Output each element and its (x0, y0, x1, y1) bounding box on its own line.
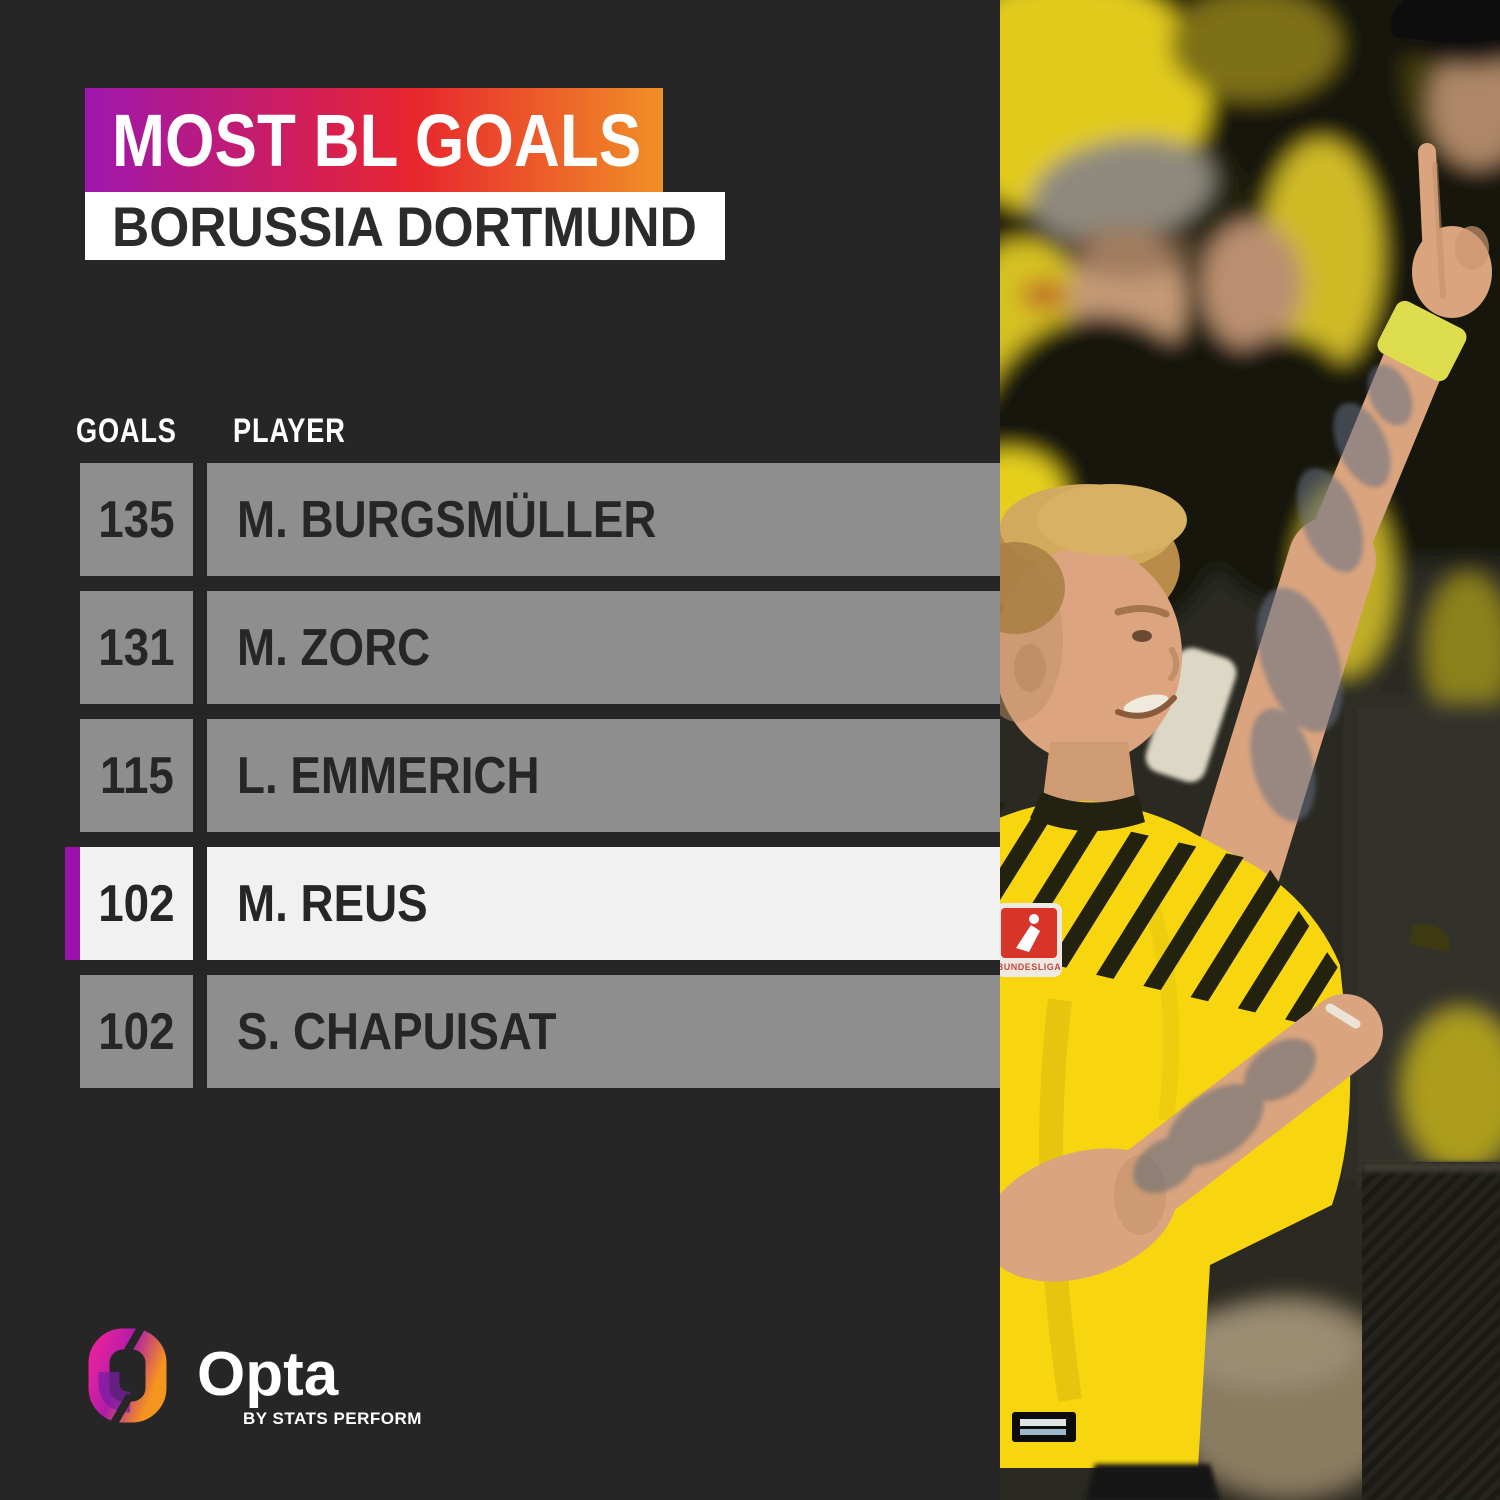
player-name: S. CHAPUISAT (237, 1002, 557, 1061)
player-name: M. BURGSMÜLLER (237, 490, 657, 549)
brand-byline: BY STATS PERFORM (243, 1409, 422, 1428)
team-name: BORUSSIA DORTMUND (112, 194, 697, 258)
pointing-hand (1412, 143, 1492, 318)
goals-value: 102 (98, 874, 175, 933)
raised-arm (1186, 143, 1492, 934)
player-cell: M. REUS (207, 847, 1000, 960)
goals-table: 135 M. BURGSMÜLLER 131 M. ZORC 1 (65, 463, 1000, 1103)
jersey-collar (1030, 792, 1145, 832)
puma-logo (1410, 924, 1451, 952)
player-cell: M. BURGSMÜLLER (207, 463, 1000, 576)
opta-branding: Opta BY STATS PERFORM (88, 1328, 422, 1429)
goals-cell: 131 (80, 591, 193, 704)
player-column-header: PLAYER (233, 412, 346, 450)
bundesliga-patch: BUNDESLIGA (1000, 903, 1062, 977)
table-row: 131 M. ZORC (80, 591, 1000, 704)
crossed-forearm (1000, 994, 1383, 1282)
player-cell: L. EMMERICH (207, 719, 1000, 832)
player-name: L. EMMERICH (237, 746, 540, 805)
highlight-accent-bar (65, 847, 80, 960)
goals-value: 115 (99, 746, 174, 805)
arm-tattoos (1250, 364, 1413, 822)
player-shorts (1085, 1464, 1220, 1500)
shirt-tag (1012, 1412, 1076, 1442)
table-row: 102 S. CHAPUISAT (80, 975, 1000, 1088)
table-row: 135 M. BURGSMÜLLER (80, 463, 1000, 576)
goals-cell: 102 (80, 975, 193, 1088)
bundesliga-patch-text: BUNDESLIGA (1000, 962, 1061, 972)
player-name: M. REUS (237, 874, 428, 933)
title-banner: MOST BL GOALS (85, 88, 663, 192)
captain-armband (1145, 647, 1237, 783)
goals-value: 102 (98, 1002, 175, 1061)
player-head (1000, 484, 1187, 763)
table-row: 115 L. EMMERICH (80, 719, 1000, 832)
page-title: MOST BL GOALS (112, 98, 642, 182)
subtitle-banner: BORUSSIA DORTMUND (85, 192, 725, 260)
table-row: 102 M. REUS (65, 847, 1000, 960)
opta-logo-icon (88, 1328, 167, 1423)
player-cell: M. ZORC (207, 591, 1000, 704)
player-name: M. ZORC (237, 618, 431, 677)
goals-cell: 115 (80, 719, 193, 832)
forearm-tattoos (1133, 1038, 1317, 1194)
goals-value: 135 (98, 490, 175, 549)
goals-cell: 135 (80, 463, 193, 576)
player-photo: BUNDESLIGA (1000, 0, 1500, 1500)
yellow-wristband (1377, 300, 1467, 382)
player-cell: S. CHAPUISAT (207, 975, 1000, 1088)
stand-panel (1362, 1162, 1500, 1500)
goals-value: 131 (98, 618, 175, 677)
brand-name: Opta (197, 1340, 339, 1409)
player-photo-art: BUNDESLIGA (1000, 0, 1500, 1500)
goals-cell: 102 (80, 847, 193, 960)
jersey-stripes (1000, 795, 1350, 1035)
brand-text: Opta BY STATS PERFORM (197, 1328, 422, 1429)
player-figure: BUNDESLIGA (1000, 143, 1492, 1500)
goals-column-header: GOALS (76, 412, 177, 450)
table-column-headers: GOALS PLAYER (76, 412, 996, 450)
